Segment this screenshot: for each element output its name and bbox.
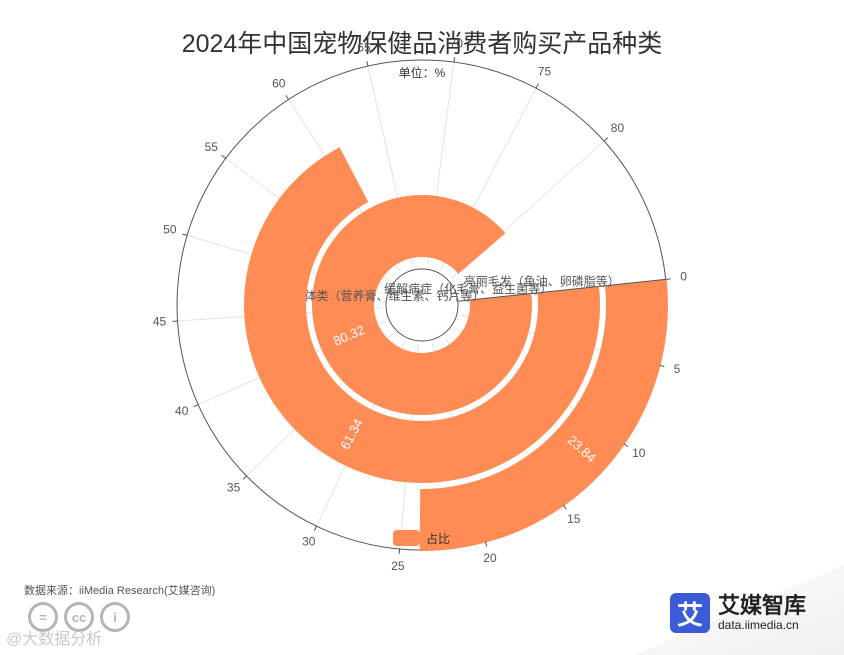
radius-axis-line — [457, 278, 666, 302]
angle-tick — [623, 443, 629, 448]
angle-tick-label: 5 — [674, 362, 681, 376]
chart-unit: 单位：% — [398, 66, 446, 80]
angle-tick-label: 10 — [632, 446, 646, 460]
angle-tick — [453, 57, 456, 63]
brand-name: 艾媒智库 — [718, 593, 807, 618]
chart-title: 2024年中国宠物保健品消费者购买产品种类 — [181, 30, 663, 58]
angle-tick-label: 50 — [163, 222, 177, 236]
cc-icon: cc — [64, 602, 94, 632]
angle-tick-label: 40 — [175, 404, 189, 418]
angle-tick — [603, 137, 609, 142]
cc-nd-icon: = — [28, 602, 58, 632]
angle-tick-label: 20 — [483, 551, 497, 565]
angle-tick-label: 55 — [205, 140, 219, 154]
angle-tick — [659, 364, 665, 368]
angle-tick — [535, 83, 539, 89]
angle-tick — [242, 475, 247, 480]
category-label-3: 亮丽毛发（鱼油、卵磷脂等） — [464, 274, 620, 289]
angle-tick — [285, 95, 289, 100]
angle-tick-label: 0 — [680, 270, 687, 284]
angle-tick-label: 35 — [227, 481, 241, 495]
inner-axis-circle — [385, 268, 459, 342]
legend-label: 占比 — [426, 531, 451, 546]
data-source: 数据来源：iiMedia Research(艾媒咨询) — [24, 585, 216, 597]
angle-tick — [193, 404, 199, 408]
brand: 艾 艾媒智库 data.iimedia.cn — [670, 593, 806, 633]
angle-tick — [366, 61, 369, 67]
bar-1 — [311, 195, 532, 415]
cc-by-icon: i — [100, 602, 130, 632]
angle-tick-label: 15 — [567, 512, 581, 526]
bar-2 — [244, 147, 600, 483]
angle-tick-label: 65 — [357, 41, 371, 55]
angle-tick — [562, 504, 567, 510]
angle-tick — [182, 233, 188, 236]
angle-tick — [221, 155, 226, 159]
angle-tick-label: 80 — [611, 121, 625, 135]
angle-tick — [665, 278, 671, 280]
bar-3 — [419, 279, 668, 551]
angle-tick-label: 30 — [302, 535, 316, 549]
angle-tick-label: 45 — [153, 314, 167, 328]
angle-tick-label: 25 — [391, 559, 405, 573]
legend-swatch — [393, 530, 420, 546]
brand-logo-icon: 艾 — [670, 593, 710, 633]
category-label-2: 缓解病症（化毛膏、益生菌等） — [384, 281, 552, 296]
brand-url: data.iimedia.cn — [718, 618, 799, 632]
angle-tick — [484, 541, 488, 547]
watermark: @大数据分析 — [6, 631, 103, 648]
category-label-1: 强身健体类（营养膏、维生素、钙片等） — [269, 288, 485, 303]
license-badges: = cc i — [28, 602, 136, 632]
angle-tick-label: 75 — [538, 64, 552, 78]
angle-tick-label: 60 — [272, 77, 286, 91]
angle-tick — [313, 525, 317, 531]
angle-tick-label: 70 — [450, 36, 464, 50]
legend[interactable]: 占比 — [393, 529, 450, 547]
